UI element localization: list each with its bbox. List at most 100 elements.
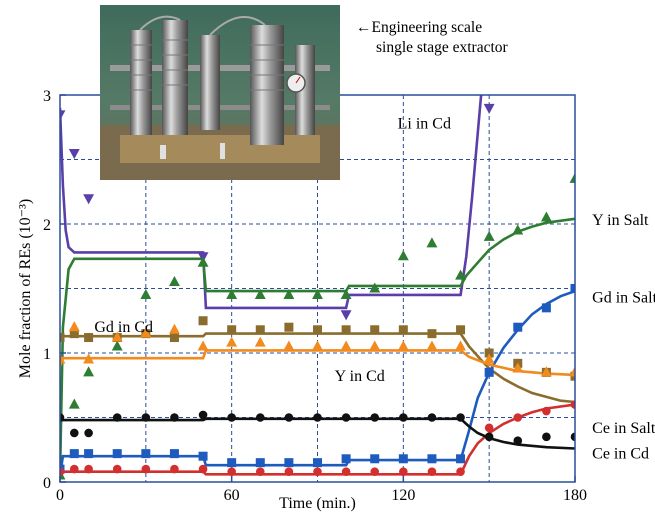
data-point (254, 288, 266, 299)
data-point (68, 398, 80, 409)
data-point (60, 353, 66, 364)
data-point (340, 288, 352, 299)
extractor-photo (100, 5, 340, 180)
data-point (398, 325, 408, 335)
data-point (455, 269, 466, 280)
data-point (227, 458, 237, 468)
series-label: Gd in Salt (592, 290, 655, 307)
series-labels: Li in Cd Y in Salt Gd in Salt Gd in Cd Y in … (94, 115, 655, 462)
data-point (427, 329, 437, 339)
data-point (111, 331, 123, 342)
data-point (68, 321, 80, 332)
series-layer (60, 53, 579, 480)
x-axis-label: Time (min.) (279, 495, 356, 512)
data-point (141, 413, 151, 422)
data-point (169, 449, 179, 459)
data-point (197, 256, 209, 267)
plot-area (60, 53, 579, 480)
data-point (254, 336, 266, 347)
data-point (227, 325, 237, 335)
data-point (399, 467, 408, 476)
x-tick-label: 120 (391, 487, 415, 504)
data-point (570, 400, 575, 409)
y-tick-label: 2 (43, 217, 51, 234)
data-point (198, 451, 208, 461)
data-point (198, 410, 208, 420)
data-point (198, 316, 208, 326)
data-point (112, 449, 122, 459)
data-point (456, 467, 465, 476)
data-point (227, 467, 236, 476)
data-point (427, 454, 437, 464)
data-point (483, 353, 495, 364)
data-point (60, 110, 66, 121)
data-point (169, 323, 180, 334)
data-point (513, 322, 523, 332)
data-point (456, 454, 466, 464)
data-point (284, 322, 294, 332)
data-point (284, 467, 294, 476)
data-point (68, 149, 80, 160)
data-point (112, 464, 122, 474)
data-point (341, 325, 351, 335)
series-line-0 (60, 95, 483, 310)
series-line-5 (60, 403, 575, 476)
y-axis-label: Mole fraction of REs (10⁻³) (17, 199, 34, 378)
data-point (84, 428, 93, 438)
data-point (284, 458, 294, 468)
data-point (484, 367, 494, 377)
x-tick-label: 180 (563, 487, 587, 504)
series-line-4 (60, 349, 575, 377)
data-point (513, 436, 523, 446)
caption-line-2: single stage extractor (376, 39, 508, 56)
data-point (141, 464, 151, 474)
data-point (542, 406, 551, 416)
data-point (169, 333, 179, 343)
data-point (313, 413, 322, 422)
y-tick-label: 0 (43, 475, 51, 492)
data-point (540, 366, 552, 377)
inset-caption: ←Engineering scale single stage extracto… (356, 18, 508, 58)
data-point (69, 449, 79, 459)
data-point (83, 194, 95, 205)
data-point (140, 327, 152, 338)
data-point (341, 454, 351, 464)
data-point (513, 413, 523, 422)
series-label: Ce in Cd (592, 446, 649, 463)
data-point (570, 53, 579, 62)
data-point (456, 413, 465, 422)
data-point (226, 336, 238, 347)
y-tick-label: 1 (43, 346, 51, 363)
data-point (570, 432, 575, 442)
data-point (369, 340, 381, 351)
series-label: Y in Cd (335, 368, 385, 385)
data-point (313, 467, 322, 476)
data-point (169, 275, 180, 287)
data-point (397, 250, 409, 261)
data-point (483, 103, 495, 114)
data-point (83, 353, 95, 364)
data-point (112, 413, 122, 422)
data-point (426, 237, 438, 248)
data-point (512, 362, 524, 373)
data-point (483, 230, 495, 241)
data-point (84, 449, 94, 459)
data-point (541, 303, 551, 313)
data-point (341, 413, 351, 422)
data-point (340, 340, 352, 351)
data-point (484, 432, 494, 442)
data-point (397, 340, 409, 351)
data-point (284, 413, 294, 422)
series-label: Gd in Cd (94, 319, 153, 336)
data-point (370, 325, 380, 335)
data-point (227, 413, 236, 422)
data-point (255, 413, 265, 422)
series-label: Y in Salt (592, 212, 649, 229)
data-point (197, 340, 209, 351)
x-tick-label: 60 (224, 487, 240, 504)
x-tick-label: 0 (56, 487, 64, 504)
data-point (70, 464, 79, 474)
data-point (399, 413, 408, 422)
data-point (427, 413, 437, 422)
data-point (569, 172, 575, 183)
